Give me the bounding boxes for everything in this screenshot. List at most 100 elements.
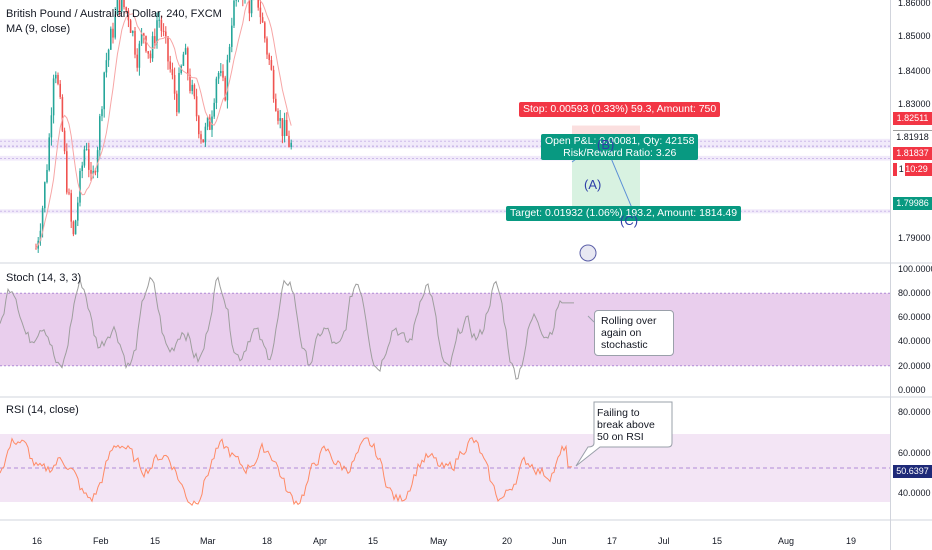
candle-body <box>231 25 233 47</box>
candle-body <box>206 117 209 127</box>
candle-body <box>275 98 277 111</box>
target-label[interactable]: Target: 0.01932 (1.06%) 193.2, Amount: 1… <box>506 206 742 221</box>
candle-body <box>125 7 127 11</box>
candle-body <box>99 116 101 151</box>
candle-body <box>213 102 215 117</box>
candle-body <box>283 119 286 137</box>
candle-body <box>171 69 174 76</box>
candle-body <box>235 0 237 1</box>
stoch-callout[interactable]: Rolling over again on stochastic <box>594 310 674 356</box>
candle-body <box>211 116 213 130</box>
candle-body <box>134 31 136 55</box>
wave-label-a: (A) <box>584 177 602 192</box>
broker-logo <box>579 244 597 262</box>
candle-body <box>193 84 196 97</box>
candle-body <box>59 83 61 98</box>
time-label-15b: 15 <box>368 536 379 546</box>
candle-body <box>250 0 253 14</box>
candle-body <box>85 149 88 151</box>
candle-body <box>129 20 132 33</box>
time-label-15a: 15 <box>150 536 161 546</box>
candle-body <box>160 19 163 31</box>
candle-body <box>184 48 187 55</box>
price-tick-4: 1.83000 <box>898 99 931 109</box>
candle-body <box>88 149 90 170</box>
time-label-17: 17 <box>607 536 618 546</box>
candle-body <box>288 135 290 147</box>
candle-body <box>200 134 202 140</box>
stoch-tick-60: 60.0000 <box>898 312 931 322</box>
target-zone <box>0 209 890 214</box>
candle-body <box>204 126 207 143</box>
rsi-callout[interactable]: Failing to break above 50 on RSI <box>597 407 661 443</box>
candle-body <box>136 54 138 68</box>
rsi-value-tag: 50.6397 <box>893 465 932 478</box>
candle-body <box>116 0 119 15</box>
bid-price-tag: 1.81837 <box>893 147 932 160</box>
candle-body <box>162 30 165 32</box>
candle-body <box>92 170 94 174</box>
time-label-19: 19 <box>846 536 857 546</box>
candle-body <box>143 33 145 37</box>
candle-body <box>66 151 68 193</box>
candle-body <box>261 17 264 23</box>
candle-body <box>248 0 251 14</box>
candle-body <box>94 170 97 173</box>
candle-body <box>281 118 284 137</box>
candle-body <box>176 93 178 113</box>
candle-body <box>222 71 224 78</box>
candle-body <box>182 54 185 66</box>
stop-label[interactable]: Stop: 0.00593 (0.33%) 59.3, Amount: 750 <box>519 102 721 117</box>
wave-label-c: (C) <box>620 213 639 228</box>
time-label-jun: Jun <box>552 536 567 546</box>
candle-body <box>63 130 66 152</box>
stoch-callout-text: Rolling over again on stochastic <box>601 315 657 351</box>
candle-body <box>72 221 75 235</box>
stoch-tick-80: 80.0000 <box>898 288 931 298</box>
candle-body <box>264 22 266 39</box>
candle-body <box>107 49 110 61</box>
stoch-band <box>0 293 890 366</box>
candle-body <box>44 182 46 209</box>
candle-body <box>268 54 270 61</box>
candle-body <box>46 169 48 183</box>
rsi-callout-bubble <box>575 401 673 467</box>
rsi-callout-text: Failing to break above 50 on RSI <box>597 407 655 443</box>
candle-body <box>259 7 262 18</box>
candle-body <box>233 0 235 26</box>
rsi-tick-40: 40.0000 <box>898 488 931 498</box>
stoch-tick-40: 40.0000 <box>898 336 931 346</box>
candle-body <box>158 19 160 21</box>
candle-body <box>277 110 279 121</box>
candle-body <box>217 73 220 79</box>
time-label-may: May <box>430 536 448 546</box>
candle-body <box>140 33 143 44</box>
candle-body <box>83 149 86 166</box>
stoch-callout-pointer <box>587 315 595 323</box>
candle-body <box>127 10 130 21</box>
candle-body <box>103 72 105 110</box>
time-label-16: 16 <box>32 536 43 546</box>
candle-body <box>39 230 42 241</box>
candle-body <box>167 36 169 62</box>
candle-body <box>173 75 176 94</box>
rsi-tick-80: 80.0000 <box>898 407 931 417</box>
candle-body <box>209 117 211 130</box>
rsi-tick-60: 60.0000 <box>898 448 931 458</box>
countdown-value: 10:29 <box>905 164 928 174</box>
stoch-tick-100: 100.0000 <box>898 264 932 274</box>
target-price-tag: 1.79986 <box>893 197 932 210</box>
candle-body <box>169 61 171 70</box>
stoch-line <box>0 276 574 380</box>
price-tick-3: 1.84000 <box>898 66 931 76</box>
candle-body <box>52 78 55 116</box>
candle-body <box>189 74 191 91</box>
candle-body <box>121 0 123 12</box>
candle-body <box>50 115 53 138</box>
candle-body <box>68 192 70 194</box>
candle-body <box>114 14 116 38</box>
price-tick-8: 1.79000 <box>898 233 931 243</box>
candle-body <box>70 193 72 222</box>
open-pnl-label[interactable]: Open P&L: 0.00081, Qty: 42158 Risk/Rewar… <box>541 134 699 160</box>
